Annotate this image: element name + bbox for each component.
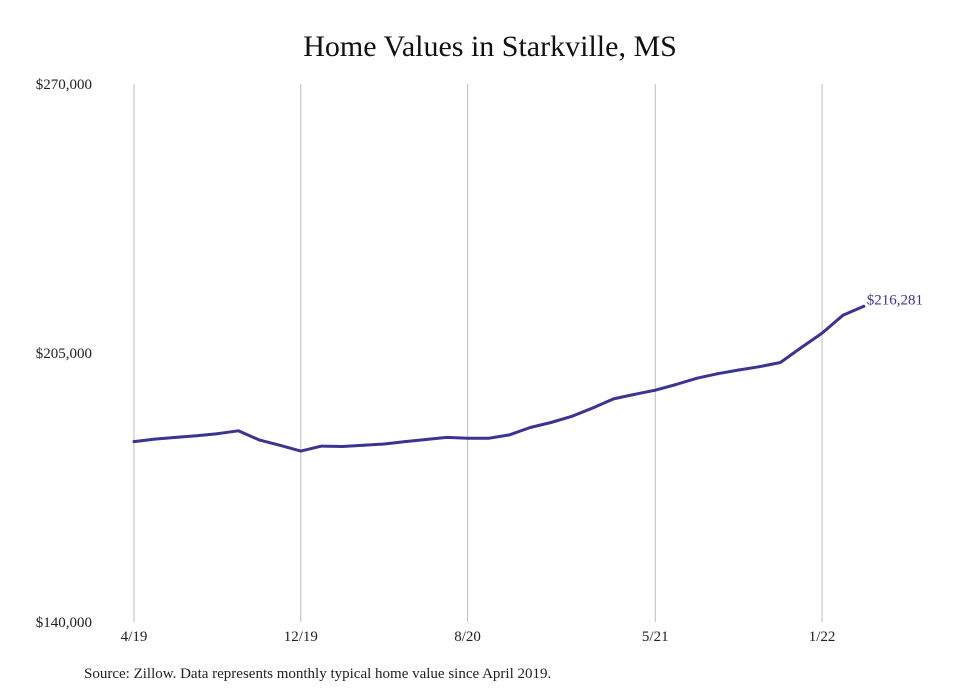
data-point — [633, 392, 636, 396]
y-tick-label: $270,000 — [36, 77, 92, 93]
series-layer: $216,281 — [132, 292, 923, 453]
y-axis-ticks: $270,000 $205,000 $140,000 — [36, 77, 92, 631]
data-point — [382, 442, 386, 446]
x-tick-label: 1/22 — [809, 629, 836, 645]
data-point — [195, 434, 198, 438]
x-tick-label: 5/21 — [642, 629, 669, 645]
data-point — [361, 443, 365, 447]
end-value-label: $216,281 — [867, 292, 923, 308]
data-point — [257, 438, 261, 442]
data-point — [487, 436, 490, 440]
data-point — [466, 436, 469, 440]
data-point — [695, 376, 699, 380]
data-point — [320, 444, 324, 448]
data-point — [424, 438, 428, 441]
data-point — [841, 313, 845, 317]
data-point — [403, 440, 407, 443]
data-point — [674, 383, 678, 386]
data-point — [820, 331, 824, 335]
x-axis-ticks: 4/19 12/19 8/20 5/21 1/22 — [121, 629, 836, 645]
data-point — [716, 372, 720, 376]
data-point — [341, 445, 344, 448]
data-point — [153, 437, 157, 441]
source-note: Source: Zillow. Data represents monthly … — [84, 666, 552, 682]
gridlines — [133, 84, 823, 622]
data-point — [278, 443, 282, 447]
data-point — [236, 429, 240, 433]
data-point — [653, 388, 657, 392]
data-point — [612, 397, 615, 401]
data-point — [132, 440, 136, 443]
series-line-0 — [132, 304, 866, 453]
data-point — [758, 365, 761, 369]
data-point — [778, 361, 782, 364]
data-point — [299, 449, 303, 453]
y-tick-label: $205,000 — [36, 346, 92, 362]
data-point — [549, 421, 553, 424]
x-tick-label: 4/19 — [121, 629, 148, 645]
data-point — [862, 304, 866, 308]
data-point — [570, 414, 574, 418]
x-tick-label: 12/19 — [284, 629, 318, 645]
data-point — [445, 436, 449, 439]
y-tick-label: $140,000 — [36, 615, 92, 631]
x-tick-label: 8/20 — [454, 629, 481, 645]
chart-title: Home Values in Starkville, MS — [303, 30, 677, 63]
data-point — [799, 346, 803, 350]
data-point — [528, 426, 532, 429]
data-point — [174, 436, 178, 439]
data-point — [216, 432, 219, 436]
data-point — [591, 406, 595, 410]
data-point — [507, 433, 511, 437]
data-point — [737, 368, 741, 372]
